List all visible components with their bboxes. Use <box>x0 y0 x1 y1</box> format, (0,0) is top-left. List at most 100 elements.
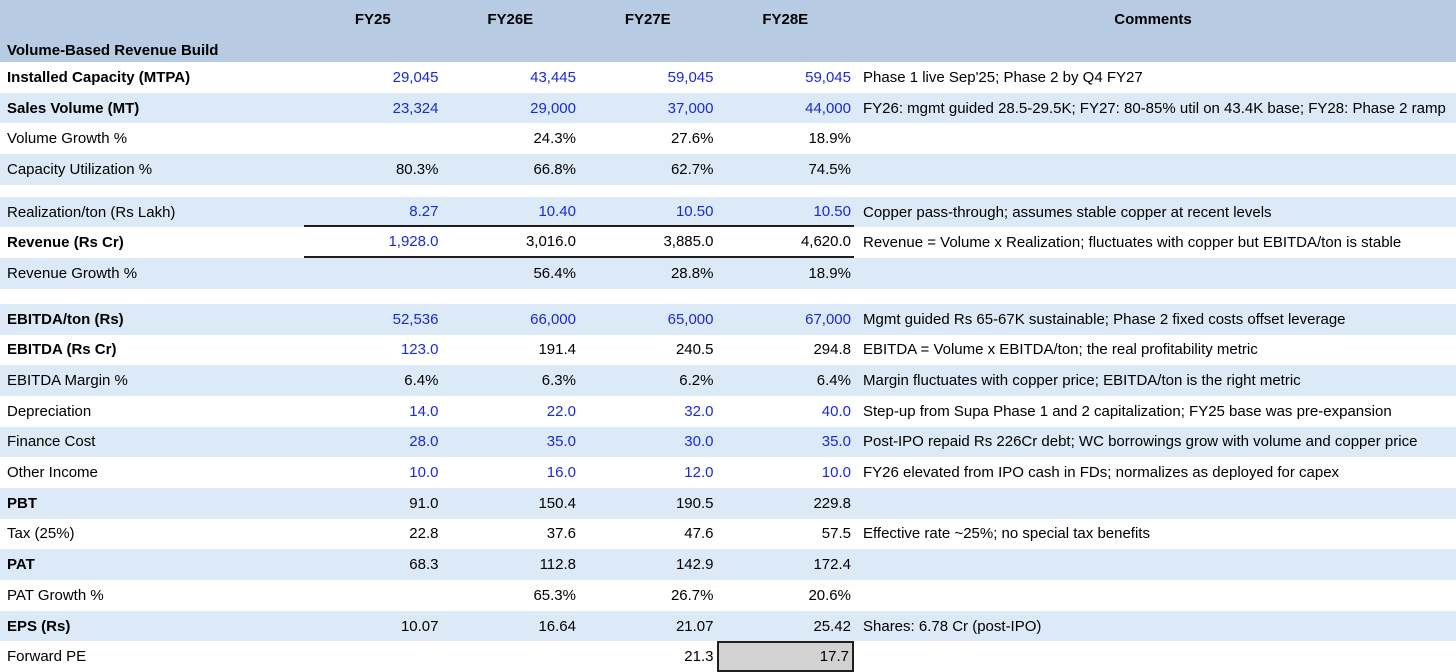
value-cell[interactable]: 172.4 <box>813 556 851 574</box>
value-cell[interactable]: 10.40 <box>538 202 576 220</box>
value-cell[interactable]: 190.5 <box>675 494 714 512</box>
value-cell[interactable]: 52,536 <box>392 310 439 328</box>
comment-cell[interactable]: FY26: mgmt guided 28.5-29.5K; FY27: 80-8… <box>863 99 1446 117</box>
value-cell[interactable]: 57.5 <box>821 525 851 543</box>
value-cell[interactable]: 35.0 <box>546 433 576 451</box>
value-cell[interactable]: 28.0 <box>409 433 439 451</box>
value-cell[interactable]: 59,045 <box>805 68 851 86</box>
value-cell[interactable]: 56.4% <box>533 264 576 282</box>
row-label[interactable]: Sales Volume (MT) <box>7 99 140 117</box>
comment-cell[interactable]: Effective rate ~25%; no special tax bene… <box>863 525 1150 543</box>
column-header-fy25[interactable]: FY25 <box>354 10 391 28</box>
value-cell[interactable]: 66.8% <box>533 160 576 178</box>
value-cell[interactable]: 29,045 <box>392 68 439 86</box>
row-label[interactable]: Installed Capacity (MTPA) <box>7 68 191 86</box>
row-label[interactable]: Realization/ton (Rs Lakh) <box>7 203 176 221</box>
row-label[interactable]: Capacity Utilization % <box>7 160 153 178</box>
value-cell[interactable]: 43,445 <box>530 68 576 86</box>
value-cell[interactable]: 47.6 <box>684 525 714 543</box>
value-cell[interactable]: 14.0 <box>409 402 439 420</box>
value-cell[interactable]: 26.7% <box>670 586 714 604</box>
row-label[interactable]: EBITDA (Rs Cr) <box>7 341 117 359</box>
comment-cell[interactable]: Mgmt guided Rs 65-67K sustainable; Phase… <box>863 310 1346 328</box>
value-cell[interactable]: 240.5 <box>675 341 714 359</box>
value-cell[interactable]: 65.3% <box>533 586 576 604</box>
row-label[interactable]: EPS (Rs) <box>7 617 71 635</box>
value-cell[interactable]: 16.64 <box>538 617 576 635</box>
value-cell[interactable]: 123.0 <box>400 341 439 359</box>
value-cell[interactable]: 10.0 <box>409 464 439 482</box>
value-cell[interactable]: 3,016.0 <box>525 233 576 251</box>
value-cell[interactable]: 37,000 <box>667 99 714 117</box>
value-cell[interactable]: 6.2% <box>679 372 714 390</box>
column-header-fy27e[interactable]: FY27E <box>624 10 671 28</box>
row-label[interactable]: PAT <box>7 556 35 574</box>
value-cell[interactable]: 229.8 <box>813 494 851 512</box>
value-cell[interactable]: 8.27 <box>409 202 439 220</box>
row-label[interactable]: Other Income <box>7 464 98 482</box>
comment-cell[interactable]: Shares: 6.78 Cr (post-IPO) <box>863 617 1042 635</box>
value-cell[interactable]: 18.9% <box>808 264 851 282</box>
value-cell[interactable]: 3,885.0 <box>663 233 714 251</box>
value-cell[interactable]: 10.0 <box>821 464 851 482</box>
value-cell[interactable]: 10.50 <box>675 202 714 220</box>
value-cell[interactable]: 29,000 <box>530 99 576 117</box>
row-label[interactable]: EBITDA Margin % <box>7 372 128 390</box>
value-cell[interactable]: 6.4% <box>816 372 851 390</box>
value-cell[interactable]: 10.07 <box>400 617 439 635</box>
value-cell[interactable]: 65,000 <box>667 310 714 328</box>
column-header-fy28e[interactable]: FY28E <box>762 10 809 28</box>
value-cell[interactable]: 4,620.0 <box>800 233 851 251</box>
value-cell[interactable]: 30.0 <box>684 433 714 451</box>
value-cell[interactable]: 37.6 <box>546 525 576 543</box>
value-cell[interactable]: 25.42 <box>813 617 851 635</box>
column-header-comments[interactable]: Comments <box>1114 10 1192 28</box>
row-label[interactable]: Finance Cost <box>7 433 96 451</box>
value-cell[interactable]: 35.0 <box>821 433 851 451</box>
row-label[interactable]: EBITDA/ton (Rs) <box>7 310 124 328</box>
value-cell[interactable]: 20.6% <box>808 586 851 604</box>
value-cell[interactable]: 59,045 <box>667 68 714 86</box>
value-cell[interactable]: 150.4 <box>538 494 576 512</box>
highlighted-value-cell[interactable]: 17.7 <box>716 641 854 672</box>
value-cell[interactable]: 1,928.0 <box>388 233 439 251</box>
value-cell[interactable]: 23,324 <box>392 99 439 117</box>
row-label[interactable]: Tax (25%) <box>7 525 75 543</box>
row-label[interactable]: Forward PE <box>7 648 87 666</box>
value-cell[interactable]: 191.4 <box>538 341 576 359</box>
value-cell[interactable]: 67,000 <box>805 310 851 328</box>
value-cell[interactable]: 74.5% <box>808 160 851 178</box>
value-cell[interactable]: 80.3% <box>395 160 439 178</box>
value-cell[interactable]: 40.0 <box>821 402 851 420</box>
comment-cell[interactable]: Copper pass-through; assumes stable copp… <box>863 203 1272 221</box>
value-cell[interactable]: 62.7% <box>670 160 714 178</box>
row-label[interactable]: Volume Growth % <box>7 130 128 148</box>
value-cell[interactable]: 28.8% <box>670 264 714 282</box>
row-label[interactable]: Depreciation <box>7 402 92 420</box>
value-cell[interactable]: 294.8 <box>813 341 851 359</box>
value-cell[interactable]: 16.0 <box>546 464 576 482</box>
value-cell[interactable]: 12.0 <box>684 464 714 482</box>
value-cell[interactable]: 21.3 <box>684 648 714 666</box>
value-cell[interactable]: 68.3 <box>409 556 439 574</box>
comment-cell[interactable]: Step-up from Supa Phase 1 and 2 capitali… <box>863 402 1392 420</box>
column-header-fy26e[interactable]: FY26E <box>487 10 534 28</box>
comment-cell[interactable]: FY26 elevated from IPO cash in FDs; norm… <box>863 464 1340 482</box>
comment-cell[interactable]: Revenue = Volume x Realization; fluctuat… <box>863 234 1402 252</box>
comment-cell[interactable]: Post-IPO repaid Rs 226Cr debt; WC borrow… <box>863 433 1418 451</box>
row-label[interactable]: Revenue (Rs Cr) <box>7 234 124 252</box>
value-cell[interactable]: 6.4% <box>404 372 439 390</box>
row-label[interactable]: Revenue Growth % <box>7 264 138 282</box>
value-cell[interactable]: 22.0 <box>546 402 576 420</box>
value-cell[interactable]: 32.0 <box>684 402 714 420</box>
value-cell[interactable]: 66,000 <box>530 310 576 328</box>
value-cell[interactable]: 22.8 <box>409 525 439 543</box>
value-cell[interactable]: 44,000 <box>805 99 851 117</box>
value-cell[interactable]: 10.50 <box>813 202 851 220</box>
value-cell[interactable]: 112.8 <box>539 556 576 574</box>
row-label[interactable]: PBT <box>7 494 37 512</box>
comment-cell[interactable]: EBITDA = Volume x EBITDA/ton; the real p… <box>863 341 1258 359</box>
comment-cell[interactable]: Phase 1 live Sep'25; Phase 2 by Q4 FY27 <box>863 68 1143 86</box>
value-cell[interactable]: 27.6% <box>670 130 714 148</box>
value-cell[interactable]: 18.9% <box>808 130 851 148</box>
